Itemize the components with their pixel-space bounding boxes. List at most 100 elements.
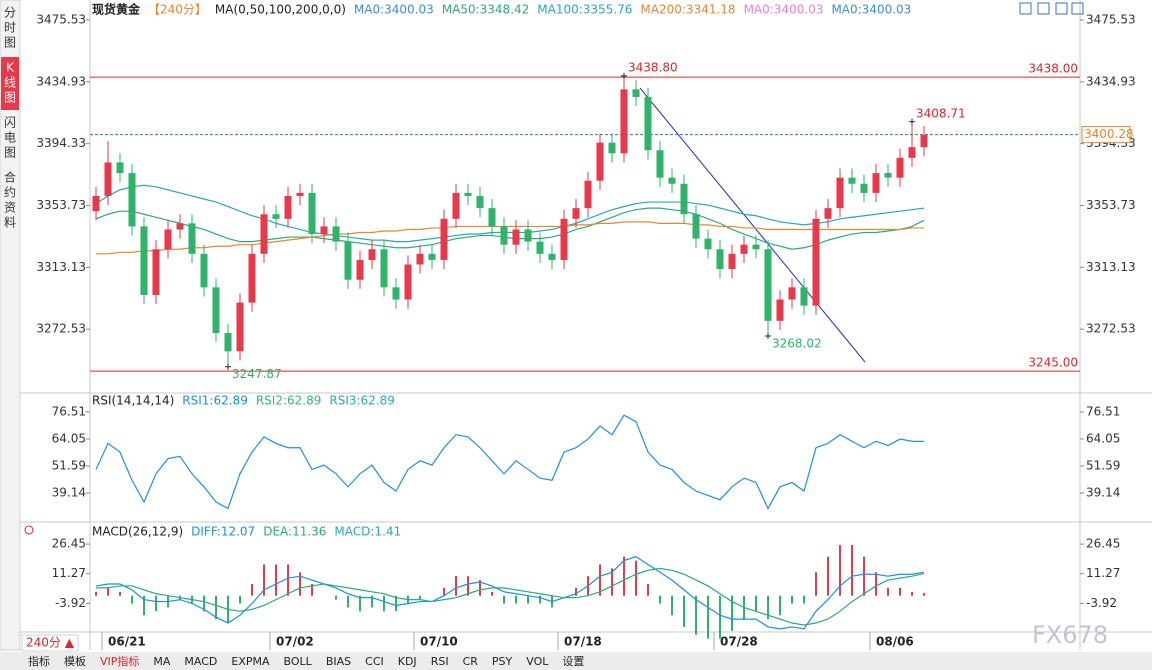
trend-line [639,87,866,363]
icon[interactable] [1071,2,1084,15]
indicator-label: DIFF:12.07 [191,525,255,539]
candle-body [236,302,244,352]
candle-body [128,173,136,227]
icon[interactable] [1055,2,1068,15]
sidebar-tab[interactable]: K [6,61,15,75]
toolbar-item[interactable]: EXPMA [231,655,270,668]
candle-body [272,214,280,219]
x-tick-label: 07/02 [276,635,314,649]
indicator-label: MA0:3400.03 [831,3,911,17]
y-tick-label: 11.27 [1086,566,1120,580]
toolbar-item[interactable]: 模板 [64,654,86,668]
toolbar-item[interactable]: PSY [492,655,513,668]
toolbar-item[interactable]: MA [153,655,170,668]
candle-body [764,249,772,321]
sidebar-tab[interactable]: 线 [4,76,16,90]
candle-body [812,218,820,306]
y-tick-label: 51.59 [52,458,86,472]
indicator-label: MA50:3348.42 [442,3,530,17]
candle-body [440,218,448,260]
indicator-label: MACD(26,12,9) [92,525,183,539]
sidebar-tab[interactable]: 闪 [4,116,16,130]
toolbar-item[interactable]: VIP指标 [100,654,139,668]
candle-body [716,249,724,270]
y-tick-label: 3475.53 [36,12,86,26]
candle-body [152,249,160,295]
toolbar-icons [1019,2,1084,15]
y-tick-label: 3353.73 [1086,198,1136,212]
candle-body [752,244,760,250]
toolbar-item[interactable]: CCI [365,655,384,668]
toolbar-item[interactable]: VOL [526,655,549,668]
candle-body [848,177,856,184]
indicator-label: MA100:3355.76 [537,3,632,17]
indicator-label: MA0:3400.03 [354,3,434,17]
sidebar-tab[interactable]: 图 [4,146,16,160]
sidebar-tab[interactable]: 时 [4,21,16,35]
indicator-label: MA200:3341.18 [640,3,735,17]
candle-body [800,287,808,306]
candle-body [824,208,832,219]
candle-body [368,249,376,260]
annotation-label: 3438.80 [628,60,678,74]
candle-body [308,192,316,235]
sidebar-tab[interactable]: 约 [4,185,16,200]
candle-body [656,150,664,178]
candle-body [104,162,112,196]
sidebar-tab[interactable]: 图 [4,36,16,50]
toolbar-item[interactable]: BOLL [284,655,313,668]
y-tick-label: -3.92 [1086,596,1117,610]
candle-body [296,192,304,196]
toolbar-item[interactable]: RSI [431,655,449,668]
icon[interactable] [1037,2,1050,15]
period-box[interactable] [21,634,79,652]
candle-body [644,96,652,151]
candle-body [524,229,532,242]
price-line-label: 3438.00 [1028,62,1078,76]
toolbar-item[interactable]: KDJ [398,655,417,668]
y-tick-label: 26.45 [1086,537,1120,551]
candle-body [116,162,124,174]
ma-line [95,184,925,243]
candle-body [788,287,796,300]
indicator-label: 【240分】 [148,3,207,17]
x-tick-label: 07/28 [720,635,758,649]
indicator-label: RSI1:62.89 [182,394,248,408]
candle-body [200,253,208,288]
y-tick-label: 11.27 [52,566,86,580]
macd-line [96,567,925,626]
y-tick-label: 3272.53 [36,322,86,336]
candle-body [188,223,196,254]
period-button[interactable]: 240分 ▲ [26,636,75,650]
sidebar-tab[interactable]: 资 [4,201,16,215]
toolbar-item[interactable]: MACD [184,655,217,668]
annotation-label: 3247.87 [232,367,282,381]
candle-body [692,214,700,239]
toolbar-item[interactable]: 设置 [562,655,584,668]
sidebar-tab[interactable]: 料 [4,216,16,230]
icon[interactable] [1019,2,1032,15]
indicator-label: MA0:3400.03 [744,3,824,17]
sidebar-tab[interactable]: 电 [4,131,16,145]
candle-body [452,192,460,219]
toolbar-item[interactable]: BIAS [326,655,351,668]
sidebar-tab[interactable]: 合 [4,170,16,185]
sidebar-tab[interactable]: 分 [4,6,16,20]
y-tick-label: 3434.93 [36,74,86,88]
toolbar-item[interactable]: 指标 [28,654,50,668]
price-line-label: 3245.00 [1028,356,1078,370]
candle-body [380,249,388,288]
indicator-label: RSI2:62.89 [256,394,322,408]
toolbar-item[interactable]: CR [463,655,479,668]
settings-icon[interactable] [24,525,34,535]
candle-body [584,180,592,209]
candle-body [140,226,148,295]
sidebar-tab[interactable]: 图 [4,91,16,105]
indicator-label: RSI3:62.89 [329,394,395,408]
indicator-label: DEA:11.36 [263,525,326,539]
candle-body [896,157,904,178]
candle-body [248,253,256,303]
annotation-marker [225,363,231,370]
annotation-marker [621,72,627,79]
